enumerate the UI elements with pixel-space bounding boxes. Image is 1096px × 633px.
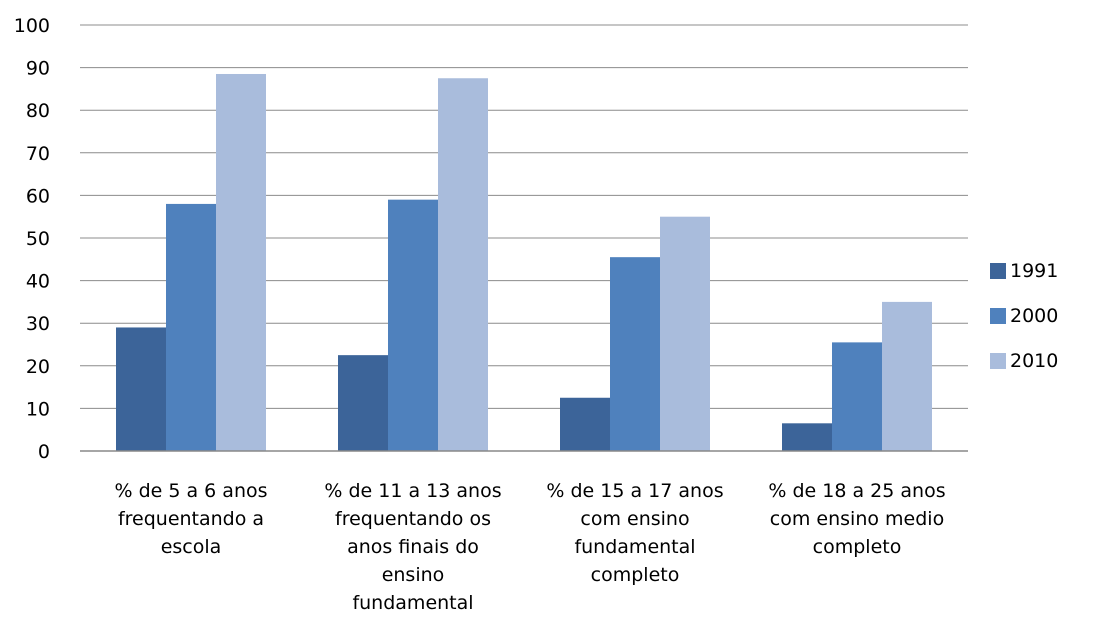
bar-2010-category-2: [438, 78, 488, 451]
x-category-label-line: com ensino medio: [770, 508, 944, 530]
bar-2010-category-1: [216, 73, 266, 452]
y-tick-label: 90: [26, 58, 50, 80]
bar-1991-category-2: [338, 355, 388, 451]
legend-swatch-2000: [990, 308, 1006, 324]
y-axis-ticks: 0 10 20 30 40 50 60 70 80 90 100: [14, 15, 50, 463]
bar-2000-category-4: [832, 342, 882, 451]
x-category-label-line: % de 11 a 13 anos: [324, 480, 501, 502]
y-tick-label: 100: [14, 15, 50, 37]
bars: [116, 73, 932, 452]
bar-2000-category-2: [388, 199, 438, 451]
y-tick-label: 80: [26, 100, 50, 122]
x-category-label: % de 18 a 25 anos com ensino medio complet…: [768, 480, 945, 558]
bar-1991-category-3: [560, 397, 610, 451]
x-category-label-line: anos finais do: [347, 536, 479, 558]
x-category-label-line: frequentando os: [335, 508, 491, 530]
x-category-label: % de 5 a 6 anos frequentando a escola: [114, 480, 267, 558]
x-category-label-line: completo: [813, 536, 902, 558]
y-tick-label: 30: [26, 313, 50, 335]
y-tick-label: 60: [26, 185, 50, 207]
x-category-label-line: com ensino: [580, 508, 689, 530]
y-tick-label: 0: [38, 441, 50, 463]
y-tick-label: 50: [26, 228, 50, 250]
y-tick-label: 10: [26, 398, 50, 420]
bar-1991-category-4: [782, 423, 832, 451]
x-category-label-line: % de 18 a 25 anos: [768, 480, 945, 502]
y-tick-label: 70: [26, 143, 50, 165]
y-tick-label: 20: [26, 356, 50, 378]
y-tick-label: 40: [26, 271, 50, 293]
bar-1991-category-1: [116, 327, 166, 451]
x-category-label-line: % de 15 a 17 anos: [546, 480, 723, 502]
x-category-label-line: % de 5 a 6 anos: [114, 480, 267, 502]
legend-label-2010: 2010: [1010, 350, 1058, 372]
legend-label-1991: 1991: [1010, 260, 1058, 282]
x-category-label-line: completo: [591, 564, 680, 586]
bar-2010-category-3: [660, 216, 710, 451]
bar-2000-category-3: [610, 257, 660, 451]
x-category-label: % de 15 a 17 anos com ensino fundamental co…: [546, 480, 723, 586]
x-axis-categories: % de 5 a 6 anos frequentando a escola% de …: [114, 480, 945, 614]
legend-swatch-1991: [990, 263, 1006, 279]
bar-2010-category-4: [882, 301, 932, 451]
legend: 1991 2000 2010: [990, 260, 1058, 372]
x-category-label-line: ensino: [382, 564, 445, 586]
legend-swatch-2010: [990, 353, 1006, 369]
x-category-label-line: fundamental: [352, 592, 473, 614]
x-category-label-line: fundamental: [574, 536, 695, 558]
x-category-label: % de 11 a 13 anos frequentando os anos fin…: [324, 480, 501, 614]
x-category-label-line: frequentando a: [118, 508, 264, 530]
x-category-label-line: escola: [161, 536, 222, 558]
legend-label-2000: 2000: [1010, 305, 1058, 327]
bar-2000-category-1: [166, 203, 216, 451]
